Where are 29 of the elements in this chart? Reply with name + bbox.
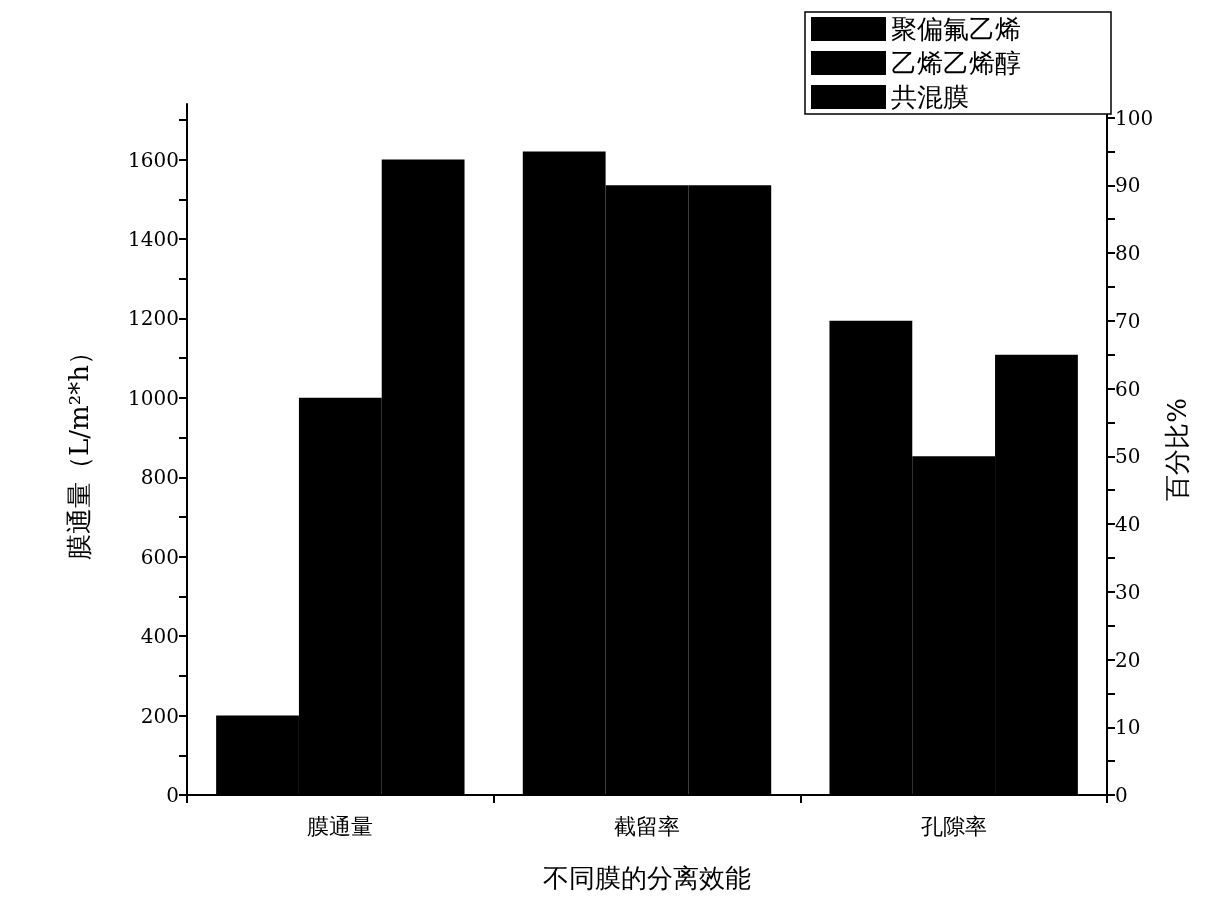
y2-tick-label: 30	[1115, 579, 1141, 604]
x-tick-label: 截留率	[614, 813, 680, 839]
legend-label: 共混膜	[891, 82, 969, 112]
y2-tick-label: 100	[1115, 105, 1154, 130]
y2-tick-label: 50	[1115, 444, 1141, 469]
y-tick-label: 800	[140, 465, 179, 490]
x-tick-label: 膜通量	[307, 813, 374, 839]
x-tick-label: 孔隙率	[920, 813, 987, 839]
legend-label: 乙烯乙烯醇	[891, 48, 1021, 78]
y-tick-label: 1000	[128, 385, 179, 410]
y2-tick-label: 90	[1115, 173, 1141, 198]
y2-tick-label: 80	[1115, 241, 1141, 266]
y-axis-title: 膜通量（L/m²*h）	[64, 339, 94, 560]
y-tick-label: 600	[140, 544, 179, 569]
y2-axis-title: 百分比%	[1162, 398, 1193, 501]
y-tick-label: 0	[166, 783, 179, 807]
y2-tick-label: 40	[1115, 512, 1141, 537]
y-tick-label: 1200	[128, 306, 179, 331]
y2-tick-label: 70	[1115, 308, 1141, 333]
y-tick-label: 400	[140, 624, 179, 649]
y-tick-label: 200	[140, 703, 179, 728]
y2-tick-label: 20	[1115, 647, 1141, 672]
y-tick-label: 1600	[128, 147, 179, 172]
legend-label: 聚偏氟乙烯	[891, 14, 1021, 44]
y2-tick-label: 60	[1115, 376, 1141, 401]
y2-tick-label: 0	[1115, 783, 1128, 807]
y2-tick-label: 10	[1115, 715, 1141, 740]
y-tick-label: 1400	[128, 227, 179, 252]
x-axis-title: 不同膜的分离效能	[543, 863, 751, 893]
